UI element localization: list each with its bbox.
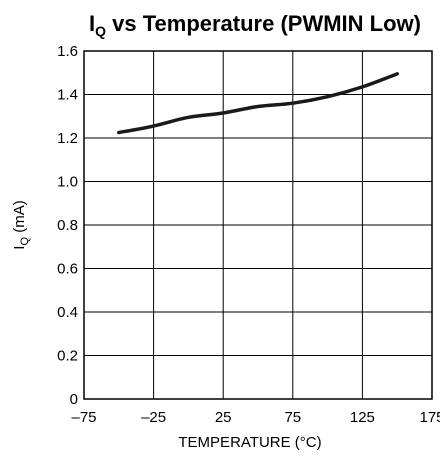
x-axis-label: TEMPERATURE (°C) xyxy=(178,434,321,451)
y-tick-label: 0.8 xyxy=(57,217,78,234)
grid xyxy=(83,50,433,400)
x-tick-label: 25 xyxy=(215,409,232,426)
y-tick-label: 0.6 xyxy=(57,261,78,278)
x-tick-labels: –75 –25 25 75 125 175 xyxy=(71,409,440,426)
y-axis-label: IQ (mA) xyxy=(11,200,31,249)
y-tick-label: 1.4 xyxy=(57,87,78,104)
x-tick-label: –75 xyxy=(71,409,96,426)
y-tick-label: 1.2 xyxy=(57,130,78,147)
y-tick-label: 0 xyxy=(70,391,78,408)
plot-frame xyxy=(83,50,433,400)
y-tick-label: 0.4 xyxy=(57,304,78,321)
x-tick-label: –25 xyxy=(141,409,166,426)
y-tick-label: 0.2 xyxy=(57,348,78,365)
x-tick-label: 75 xyxy=(284,409,301,426)
x-tick-label: 125 xyxy=(350,409,375,426)
chart-title: IQ vs Temperature (PWMIN Low) xyxy=(89,11,421,39)
series-layer xyxy=(117,72,399,135)
y-tick-labels: 0 0.2 0.4 0.6 0.8 1.0 1.2 1.4 1.6 xyxy=(57,43,78,408)
y-tick-label: 1.0 xyxy=(57,174,78,191)
iq-series-line xyxy=(117,72,399,135)
y-tick-label: 1.6 xyxy=(57,43,78,60)
x-tick-label: 175 xyxy=(419,409,440,426)
